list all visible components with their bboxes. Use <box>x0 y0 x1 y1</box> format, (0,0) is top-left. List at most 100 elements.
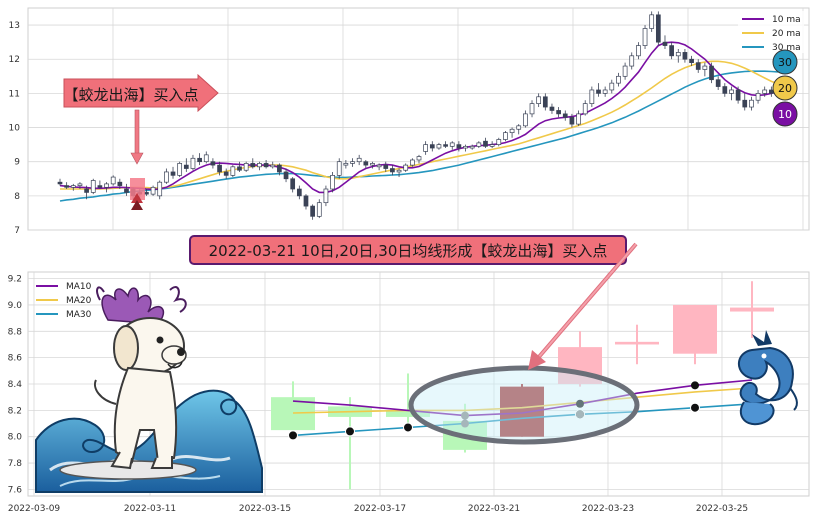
bottom-y-tick-label: 8.0 <box>8 433 23 443</box>
top-candle <box>350 158 355 167</box>
bottom-x-axis: 2022-03-09 2022-03-11 2022-03-15 2022-03-17… <box>8 504 748 514</box>
top-y-tick-label: 13 <box>9 21 20 31</box>
top-candle <box>343 159 349 169</box>
bottom-y-tick-label: 8.2 <box>8 406 22 416</box>
top-y-tick-label: 11 <box>9 89 20 99</box>
legend-label-ma20: 20 ma <box>772 29 801 39</box>
top-candle <box>449 141 455 150</box>
dog-ear <box>113 325 139 371</box>
top-moving-averages <box>59 41 779 202</box>
top-candle <box>230 165 236 178</box>
top-candle <box>124 183 129 196</box>
top-candle <box>695 59 701 73</box>
bottom-ma20-line <box>292 387 753 414</box>
buy-marker-icon <box>131 193 143 210</box>
top-candle <box>729 86 734 101</box>
top-candle <box>715 76 721 90</box>
top-candle <box>463 144 468 152</box>
legend-label-ma30: 30 ma <box>772 43 801 53</box>
top-candle <box>323 185 329 207</box>
bottom-y-tick-label: 7.6 <box>8 485 23 495</box>
top-y-tick-label: 9 <box>14 158 20 168</box>
top-candle <box>84 185 89 200</box>
top-candle <box>722 83 728 97</box>
top-y-axis: 7 8 9 10 11 12 13 <box>9 21 21 236</box>
bottom-candle <box>673 304 717 365</box>
top-ma10-line <box>59 41 779 194</box>
badge-ma10 <box>772 101 798 127</box>
signal-banner: 2022-03-21 10日,20日,30日均线形成【蛟龙出海】买入点 <box>189 235 627 265</box>
top-candle <box>549 103 555 114</box>
bottom-candle <box>386 373 430 424</box>
top-candle <box>376 163 382 171</box>
top-ma20-line <box>60 60 779 190</box>
top-candle <box>237 161 242 172</box>
top-candle <box>562 110 568 121</box>
top-candle <box>403 163 409 172</box>
top-candle <box>742 93 748 111</box>
top-candle <box>423 141 428 155</box>
top-candle <box>542 93 548 111</box>
top-candle <box>363 159 369 169</box>
top-candle <box>64 182 69 190</box>
top-candle <box>223 168 229 179</box>
top-y-tick-label: 8 <box>14 192 20 202</box>
bottom-x-tick-label: 2022-03-17 <box>354 504 406 514</box>
top-legend: 10 ma 20 ma 30 ma <box>738 11 804 53</box>
top-candle <box>336 158 342 179</box>
dragon-illustration <box>737 330 798 426</box>
top-candle <box>370 161 375 169</box>
bottom-x-tick-label: 2022-03-11 <box>124 504 176 514</box>
top-candle <box>316 199 322 219</box>
signal-highlight-ellipse <box>408 365 640 445</box>
bottom-y-axis: 7.6 7.8 8.0 8.2 8.4 8.6 8.8 9.0 9.2 <box>8 275 23 496</box>
top-candle <box>90 178 96 195</box>
legend-label-MA30: MA30 <box>66 310 92 320</box>
bottom-y-tick-label: 8.8 <box>8 327 23 337</box>
top-candle <box>669 42 674 60</box>
top-candle <box>310 204 315 220</box>
top-gridlines <box>28 8 809 231</box>
top-candle <box>270 161 276 169</box>
top-candle <box>682 48 688 63</box>
top-ma30-line <box>59 70 779 202</box>
dog-body <box>113 366 178 464</box>
top-candle <box>569 113 575 128</box>
top-candle <box>496 137 502 147</box>
banner-text: 2022-03-21 10日,20日,30日均线形成【蛟龙出海】买入点 <box>209 242 608 260</box>
callout-label: 【蛟龙出海】买入点 <box>63 86 198 104</box>
top-candle <box>210 158 216 169</box>
top-candle <box>429 141 435 152</box>
bottom-x-tick-label: 2022-03-15 <box>239 504 291 514</box>
callout-arrow-shape <box>63 73 219 113</box>
top-candle <box>296 185 302 200</box>
top-candle <box>589 86 595 108</box>
top-candle <box>556 107 561 118</box>
top-plot-frame <box>27 7 810 231</box>
dog-illustration <box>94 286 187 470</box>
legend-label-MA10: MA10 <box>66 282 92 292</box>
top-candle <box>582 100 588 116</box>
top-candle <box>476 141 482 149</box>
top-candle <box>263 159 269 169</box>
top-candle <box>283 168 289 183</box>
top-candle <box>735 86 741 104</box>
badge-label-10: 10 <box>778 108 792 121</box>
bottom-x-tick-label: 2022-03-25 <box>696 504 748 514</box>
top-y-tick-label: 7 <box>14 226 20 236</box>
top-candle <box>330 171 335 193</box>
ma10-marker <box>461 411 469 420</box>
top-y-tick-label: 10 <box>9 124 21 134</box>
badge-ma30 <box>772 49 798 75</box>
dragon-horns <box>101 287 165 325</box>
top-candle <box>503 130 508 142</box>
top-candle <box>675 48 681 63</box>
top-candle <box>164 168 169 184</box>
top-candle <box>523 110 528 128</box>
top-candle <box>509 127 515 138</box>
top-candle <box>150 185 156 196</box>
ma30-marker <box>403 422 413 433</box>
legend-label-MA20: MA20 <box>66 296 92 306</box>
top-candles <box>57 11 781 220</box>
